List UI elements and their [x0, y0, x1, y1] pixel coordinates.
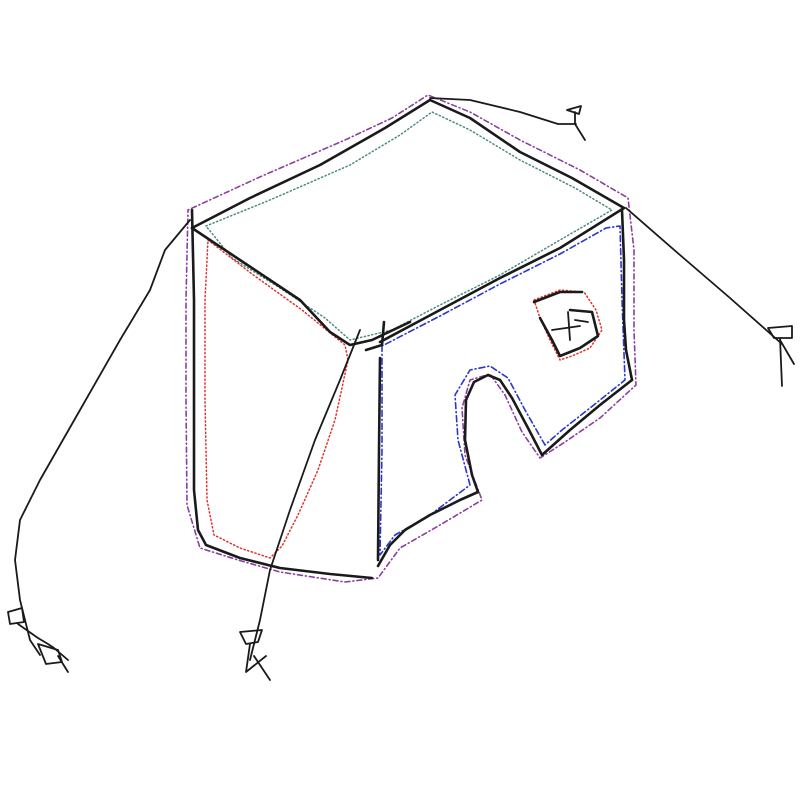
- top-face-outline: [205, 111, 613, 341]
- top-face-front-left-edge: [190, 226, 412, 347]
- pin-marker-icon: [239, 629, 271, 681]
- top-face-back-left-edge: [190, 98, 432, 230]
- pin-marker-icon: [566, 105, 586, 141]
- right-vertical-edge: [620, 208, 634, 382]
- leader-line-right: [625, 207, 783, 345]
- leader-line-bottom: [249, 329, 361, 661]
- front-face-bottom-left-edge: [376, 490, 480, 568]
- leader-line-top: [429, 97, 577, 125]
- pin-marker-icon: [7, 607, 69, 673]
- left-vertical-edge: [190, 208, 374, 580]
- pin-marker-icon: [767, 325, 795, 387]
- front-vertical-edge: [376, 356, 382, 562]
- top-face-back-right-edge: [428, 98, 626, 210]
- top-face-front-right-edge: [378, 206, 626, 344]
- window-box: [538, 308, 600, 358]
- front-corner-tick: [364, 320, 386, 352]
- window-cross: [551, 311, 589, 341]
- left-face-outline: [204, 239, 349, 559]
- leader-line-left: [14, 219, 191, 656]
- box-outer-outline: [185, 94, 637, 583]
- front-face-bottom-right-edge: [463, 373, 634, 494]
- window-frame: [532, 290, 584, 304]
